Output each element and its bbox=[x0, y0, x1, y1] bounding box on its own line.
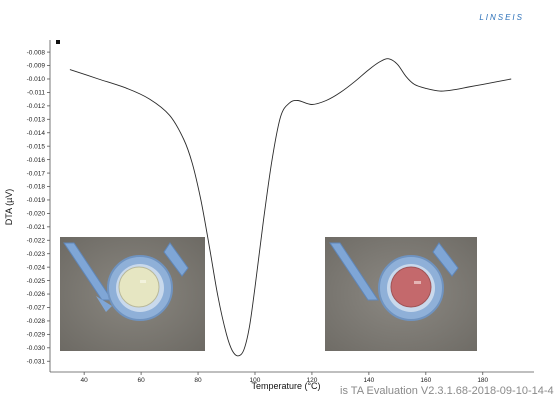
y-tick-label: -0.027 bbox=[27, 305, 46, 312]
y-tick-label: -0.009 bbox=[27, 63, 46, 70]
x-axis-title: Temperature (°C) bbox=[251, 381, 320, 391]
y-tick-label: -0.025 bbox=[27, 278, 46, 285]
y-tick-label: -0.015 bbox=[27, 143, 46, 150]
x-tick-labels: 40 60 80 100 120 140 160 180 bbox=[81, 372, 489, 384]
y-tick-label: -0.013 bbox=[27, 117, 46, 124]
y-tick-label: -0.028 bbox=[27, 318, 46, 325]
y-tick-labels: -0.008 -0.009 -0.010 -0.011 -0.012 -0.013 -0.0… bbox=[27, 49, 50, 365]
y-tick-label: -0.022 bbox=[27, 237, 46, 244]
y-tick-label: -0.030 bbox=[27, 345, 46, 352]
y-tick-label: -0.011 bbox=[27, 90, 45, 97]
x-tick-label: 60 bbox=[137, 377, 145, 384]
y-tick-label: -0.008 bbox=[27, 49, 46, 56]
y-tick-label: -0.016 bbox=[27, 157, 46, 164]
y-tick-label: -0.024 bbox=[27, 264, 46, 271]
y-axis-title: DTA (µV) bbox=[4, 189, 14, 226]
x-tick-label: 80 bbox=[194, 377, 202, 384]
sample-before-photo bbox=[60, 237, 205, 351]
x-tick-label: 180 bbox=[477, 377, 488, 384]
axes bbox=[49, 40, 534, 373]
series-layer bbox=[69, 58, 512, 357]
y-tick-label: -0.012 bbox=[27, 103, 46, 110]
y-tick-label: -0.017 bbox=[27, 170, 46, 177]
x-tick-label: 100 bbox=[250, 377, 261, 384]
watermark-text: is TA Evaluation V2.3.1.68-2018-09-10-14… bbox=[340, 385, 554, 394]
y-tick-label: -0.020 bbox=[27, 211, 46, 218]
y-tick-label: -0.023 bbox=[27, 251, 46, 258]
y-tick-label: -0.031 bbox=[27, 358, 46, 365]
x-tick-label: 140 bbox=[363, 377, 374, 384]
y-tick-label: -0.026 bbox=[27, 291, 46, 298]
legend-marker bbox=[56, 40, 60, 44]
brand-logo: LINSEIS bbox=[479, 13, 524, 22]
dta-curve bbox=[69, 58, 512, 357]
y-tick-label: -0.029 bbox=[27, 332, 46, 339]
y-tick-label: -0.018 bbox=[27, 184, 46, 191]
y-tick-label: -0.019 bbox=[27, 197, 46, 204]
sample-after-photo bbox=[325, 237, 477, 351]
y-tick-label: -0.014 bbox=[27, 130, 46, 137]
x-tick-label: 120 bbox=[306, 377, 317, 384]
y-tick-label: -0.021 bbox=[27, 224, 46, 231]
y-tick-label: -0.010 bbox=[27, 76, 46, 83]
x-tick-label: 40 bbox=[81, 377, 89, 384]
x-tick-label: 160 bbox=[420, 377, 431, 384]
